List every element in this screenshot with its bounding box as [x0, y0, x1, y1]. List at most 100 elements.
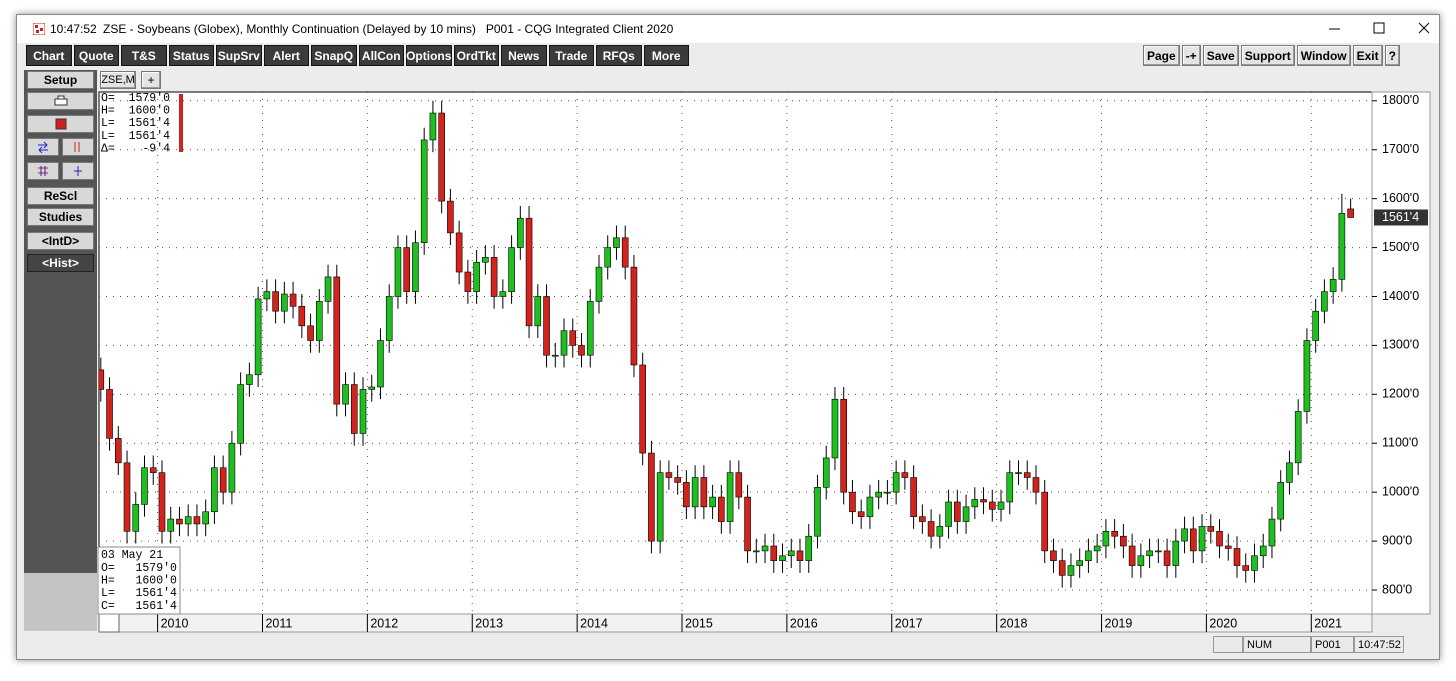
candle-body [954, 501, 961, 522]
toolbar-button[interactable]: OrdTkt [453, 45, 499, 66]
candle-body [228, 442, 236, 493]
candle-body [927, 521, 935, 537]
toolbar-button[interactable]: T&S [121, 45, 167, 66]
chart-tab[interactable]: ZSE,M [100, 71, 136, 89]
toolbar-button[interactable]: -+ [1181, 45, 1201, 66]
y-tick-label: 1800'0 [1382, 93, 1419, 107]
y-tick-label: 1000'0 [1382, 484, 1419, 498]
candle-body [1006, 472, 1014, 503]
candle-body [490, 257, 498, 297]
candle-body [866, 496, 874, 517]
x-tick-label: 2013 [475, 616, 503, 630]
fit-button[interactable] [62, 162, 94, 180]
candle-body [752, 550, 760, 553]
setup-button[interactable]: Setup [27, 71, 94, 89]
candle-body [901, 472, 909, 478]
x-tick-label: 2014 [580, 616, 608, 630]
candle-body [315, 301, 323, 341]
candle-body [1111, 531, 1118, 537]
candle-body [543, 296, 550, 356]
x-tick-label: 2021 [1314, 616, 1342, 630]
candle-body [735, 472, 743, 498]
candle-body [1050, 550, 1057, 561]
candle-body [482, 257, 489, 263]
candle-body [744, 496, 751, 552]
candle-body [1032, 477, 1040, 493]
toolbar-button[interactable]: ? [1384, 45, 1400, 66]
candle-body [1120, 535, 1127, 547]
candle-body [1216, 531, 1223, 547]
history-button[interactable]: <Hist> [27, 254, 94, 272]
zoom-button[interactable] [27, 162, 59, 180]
y-tick-label: 1200'0 [1382, 387, 1419, 401]
title-clock: 10:47:52 [50, 22, 97, 36]
candle-body [875, 491, 882, 498]
candle-body [211, 467, 218, 513]
candle-body [1286, 462, 1293, 483]
intraday-button[interactable]: <IntD> [27, 232, 94, 250]
toolbar-button[interactable]: Chart [26, 45, 72, 66]
candle-body [333, 276, 341, 405]
candle-body [988, 501, 996, 510]
candle-body [1338, 213, 1346, 280]
toolbar-button[interactable]: RFQs [596, 45, 642, 66]
toolbar-button[interactable]: Quote [73, 45, 119, 66]
candle-body [289, 293, 297, 307]
scroll-button[interactable] [27, 138, 59, 156]
toolbar-button[interactable]: Trade [548, 45, 594, 66]
toolbar-button[interactable]: Support [1240, 45, 1295, 66]
print-icon [54, 95, 67, 106]
candle-body [447, 200, 454, 234]
scale-button[interactable] [62, 138, 94, 156]
candle-body [980, 499, 987, 503]
studies-button[interactable]: Studies [27, 208, 94, 226]
print-button[interactable] [27, 92, 94, 110]
window-controls[interactable] [1307, 15, 1439, 43]
candle-body [884, 491, 891, 494]
candle-body [849, 491, 856, 513]
candle-body [114, 438, 122, 464]
candle-body [350, 384, 358, 434]
candle-body [726, 472, 734, 522]
toolbar-button[interactable]: More [643, 45, 689, 66]
candle-body [630, 266, 638, 366]
toolbar-button[interactable]: SnapQ [311, 45, 357, 66]
export-button[interactable] [27, 115, 94, 133]
toolbar-button[interactable]: Options [406, 45, 452, 66]
candle-body [1321, 291, 1328, 312]
toolbar-button[interactable]: AllCon [358, 45, 404, 66]
toolbar-button[interactable]: Page [1143, 45, 1180, 66]
rescale-button[interactable]: ReScl [27, 187, 94, 205]
candle-body [403, 247, 411, 292]
candle-body [831, 398, 839, 459]
candle-body [787, 550, 795, 557]
candle-body [1172, 540, 1180, 566]
x-tick-label: 2020 [1209, 616, 1237, 630]
candle-body [246, 374, 253, 385]
add-tab[interactable]: + [141, 71, 161, 89]
status-clock: 10:47:52 [1354, 636, 1404, 653]
toolbar-button[interactable]: SupSrv [216, 45, 262, 66]
axis-corner [98, 613, 120, 633]
app-icon [33, 23, 45, 35]
toolbar-left: Chart Quote T&S Status SupSrv Alert SnapQ AllCo… [26, 45, 689, 66]
y-tick-label: 1500'0 [1382, 240, 1419, 254]
toolbar-button[interactable]: Status [168, 45, 214, 66]
toolbar-button[interactable]: Save [1202, 45, 1239, 66]
cursor-readout: L= 1561'4 [101, 587, 177, 600]
toolbar-button[interactable]: Window [1296, 45, 1351, 66]
toolbar-button[interactable]: Exit [1352, 45, 1383, 66]
candle-body [674, 477, 681, 483]
x-tick-label: 2012 [370, 616, 398, 630]
status-cell [1213, 636, 1243, 653]
toolbar-button[interactable]: News [501, 45, 547, 66]
candle-body [1015, 472, 1022, 474]
candle-body [910, 477, 917, 517]
cursor-box [97, 546, 181, 615]
candle-body [560, 330, 568, 356]
arrows-icon [38, 141, 48, 153]
y-tick-label: 1400'0 [1382, 289, 1419, 303]
toolbar-button[interactable]: Alert [263, 45, 309, 66]
candle-body [945, 501, 952, 527]
